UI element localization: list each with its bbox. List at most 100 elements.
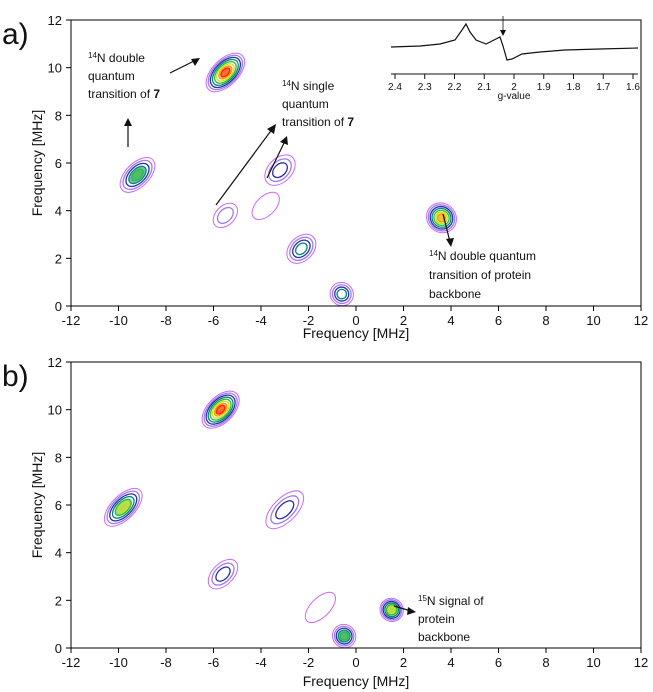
contour-level [109,493,138,522]
x-tick-label: 4 [447,655,454,670]
annotation-arrowhead-6 [407,607,416,615]
panel-b-label: b) [2,360,29,393]
contour-level [270,495,300,525]
panel-b-contours [103,390,404,649]
inset-x-axis-label: g-value [498,91,531,102]
contour-level [334,286,350,302]
x-tick-label: 12 [634,655,648,670]
annotation-line-2: protein [418,612,455,626]
annotation-line-3: backbone [418,630,470,644]
contour-level [216,206,234,224]
contour-level [379,597,404,623]
x-tick-label: 8 [542,655,549,670]
contour-level [426,202,457,234]
inset-tick-label: 1.6 [626,82,640,93]
annotation-line-2: quantum [282,97,329,111]
contour-level [117,501,130,514]
contour-level [209,398,232,421]
contour-level [215,404,226,415]
contour-level [122,159,153,191]
x-tick-label: 10 [586,313,600,328]
y-tick-label: 12 [48,355,62,370]
y-tick-label: 6 [55,156,62,171]
contour-level [292,239,311,259]
contour-level [331,284,352,305]
y-tick-label: 0 [55,299,62,314]
annotation-14n-double-quantum-7: 14N double quantum transition of 7 [88,51,200,147]
x-tick-label: -8 [160,313,172,328]
contour-level [205,52,246,93]
annotation-text: 14N double quantum transition of 7 [88,51,160,101]
contour-level [294,242,308,256]
inset-tick-label: 2.4 [388,82,402,93]
contour-level [213,61,237,84]
contour-level [382,600,401,619]
x-tick-label: -2 [303,655,315,670]
contour-level [216,63,235,82]
x-tick-label: -6 [208,313,220,328]
inset-tick-label: 2.2 [448,82,462,93]
annotation-line-1: N double [97,51,145,65]
contour-level [265,490,305,530]
inset-tick-label: 2.3 [418,82,432,93]
contour-level [209,56,242,89]
annotation-line-3: backbone [429,287,481,301]
contour-level [207,558,239,590]
annotation-14n-double-quantum-backbone: 14N double quantum transition of protein… [429,213,539,301]
x-tick-label: 0 [352,313,359,328]
y-tick-label: 10 [48,403,62,418]
panel-a-label: a) [2,18,29,51]
x-tick-label: -2 [303,313,315,328]
panel-a: a) -12 -10 -8 -6 -4 -2 0 2 4 6 8 10 12 0 2 4 6 8 10 12 Fre… [2,13,648,341]
x-tick-label: 2 [400,655,407,670]
x-tick-label: 0 [352,655,359,670]
panel-b-x-axis-label: Frequency [MHz] [303,673,410,689]
contour-level [215,566,231,582]
y-tick-label: 0 [55,641,62,656]
panel-b-x-ticks: -12 -10 -8 -6 -4 -2 0 2 4 6 8 10 12 [62,648,648,670]
contour-level [431,207,452,228]
x-tick-label: -4 [255,313,267,328]
x-tick-label: -12 [62,655,81,670]
x-tick-label: 2 [400,313,407,328]
inset-tick-label: 2.1 [477,82,491,93]
contour-level [429,205,454,230]
y-tick-label: 4 [55,546,62,561]
annotation-arrowhead-3 [267,124,276,134]
annotation-arrow-3 [215,127,274,206]
x-tick-label: -6 [208,655,220,670]
y-tick-label: 4 [55,204,62,219]
inset-tick-label: 2 [511,82,517,93]
contour-level [333,625,355,647]
annotation-text: 14N double quantum transition of protein… [429,249,539,301]
contour-level [211,58,239,87]
inset-spectrum-trace [390,22,639,61]
y-tick-label: 8 [55,450,62,465]
panel-b-y-ticks: 0 2 4 6 8 10 12 [48,355,71,656]
contour-level [212,202,239,229]
contour-level [387,605,396,615]
annotation-arrow-5 [442,213,451,243]
contour-level [207,54,244,91]
annotation-text: 14N single quantum transition of 7 [282,79,354,129]
contour-level [203,392,238,427]
y-tick-label: 8 [55,108,62,123]
annotation-bold: 7 [347,115,354,129]
inset-marker-arrowhead [500,30,506,36]
contour-level [286,233,317,264]
y-tick-label: 2 [55,251,62,266]
x-tick-label: 6 [495,655,502,670]
contour-level [201,390,240,429]
contour-level [275,500,295,520]
contour-level [427,204,456,232]
annotation-arrowhead-4 [280,136,288,145]
panel-a-x-axis-label: Frequency [MHz] [303,325,410,341]
panel-a-y-ticks: 0 2 4 6 8 10 12 [48,13,71,314]
x-tick-label: 10 [586,655,600,670]
contour-level [125,162,150,188]
y-tick-label: 10 [48,61,62,76]
annotation-line-3: transition of [282,115,347,129]
annotation-arrow-4 [266,140,286,179]
annotation-line-2: transition of protein [429,268,531,282]
